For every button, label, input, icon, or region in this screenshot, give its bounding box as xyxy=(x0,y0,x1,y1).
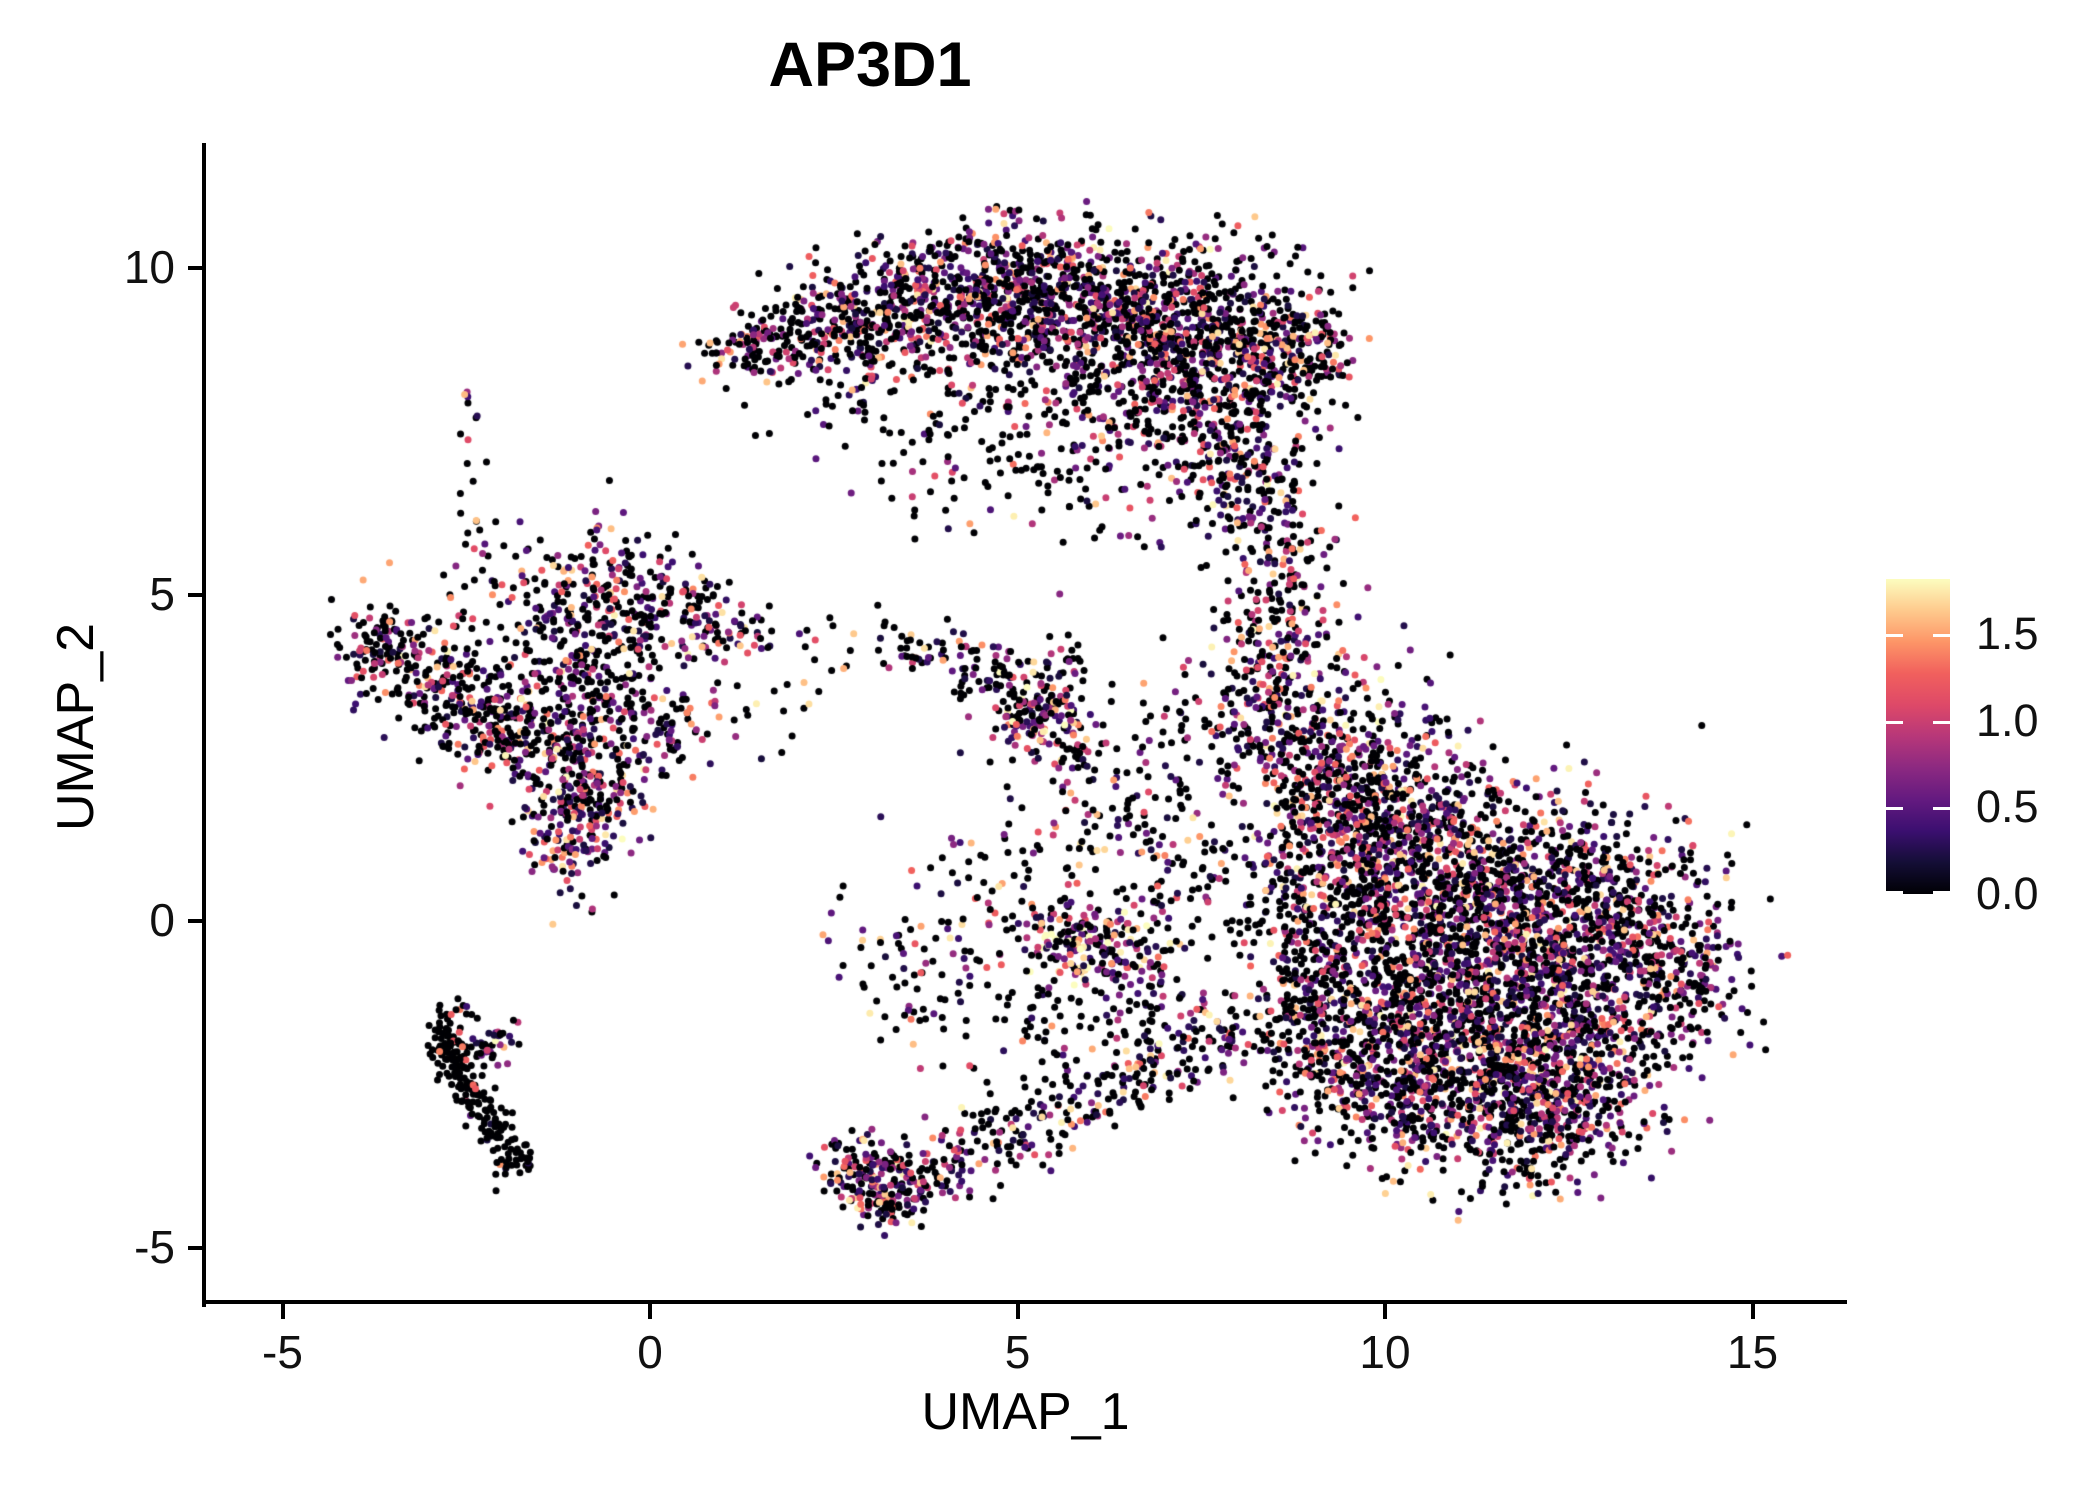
y-axis-line xyxy=(202,143,206,1307)
colorbar-tick-label: 0.5 xyxy=(1976,781,2039,833)
x-tick-mark xyxy=(280,1304,285,1319)
x-tick-mark xyxy=(1383,1304,1387,1319)
y-tick-mark xyxy=(188,266,203,270)
y-tick-mark xyxy=(188,1245,203,1250)
colorbar-tick-mark xyxy=(1886,720,1903,724)
y-tick-label: 10 xyxy=(123,241,175,293)
x-tick-mark xyxy=(1015,1304,1020,1319)
colorbar-tick-mark xyxy=(1886,891,1903,894)
x-tick-label: 5 xyxy=(1004,1326,1031,1378)
x-tick-label: 15 xyxy=(1726,1326,1779,1378)
x-axis-line xyxy=(202,1300,1847,1304)
x-axis-title: UMAP_1 xyxy=(921,1383,1130,1441)
colorbar-tick-mark xyxy=(1933,891,1950,894)
plot-panel xyxy=(205,143,1846,1303)
colorbar-tick-mark xyxy=(1933,807,1950,811)
umap-scatter-canvas xyxy=(205,143,1846,1303)
y-tick-mark xyxy=(188,919,203,923)
colorbar-tick-label: 1.0 xyxy=(1976,694,2039,746)
y-axis-title: UMAP_2 xyxy=(47,622,105,832)
y-tick-mark xyxy=(188,592,203,597)
colorbar-tick-mark xyxy=(1886,634,1903,638)
expression-colorbar xyxy=(1886,579,1950,894)
colorbar-tick-mark xyxy=(1933,634,1950,638)
x-tick-label: 10 xyxy=(1359,1326,1411,1378)
y-tick-label: 5 xyxy=(149,567,175,620)
x-tick-label: 0 xyxy=(637,1326,663,1378)
colorbar-tick-label: 1.5 xyxy=(1976,608,2039,660)
x-tick-label: -5 xyxy=(262,1326,303,1378)
y-tick-label: 0 xyxy=(149,894,175,946)
colorbar-tick-mark xyxy=(1933,720,1950,724)
plot-title: AP3D1 xyxy=(768,30,972,100)
colorbar-tick-mark xyxy=(1886,807,1903,811)
y-tick-label: -5 xyxy=(134,1220,175,1273)
x-tick-mark xyxy=(1750,1304,1755,1319)
colorbar-tick-label: 0.0 xyxy=(1976,868,2039,919)
x-tick-mark xyxy=(648,1304,652,1319)
